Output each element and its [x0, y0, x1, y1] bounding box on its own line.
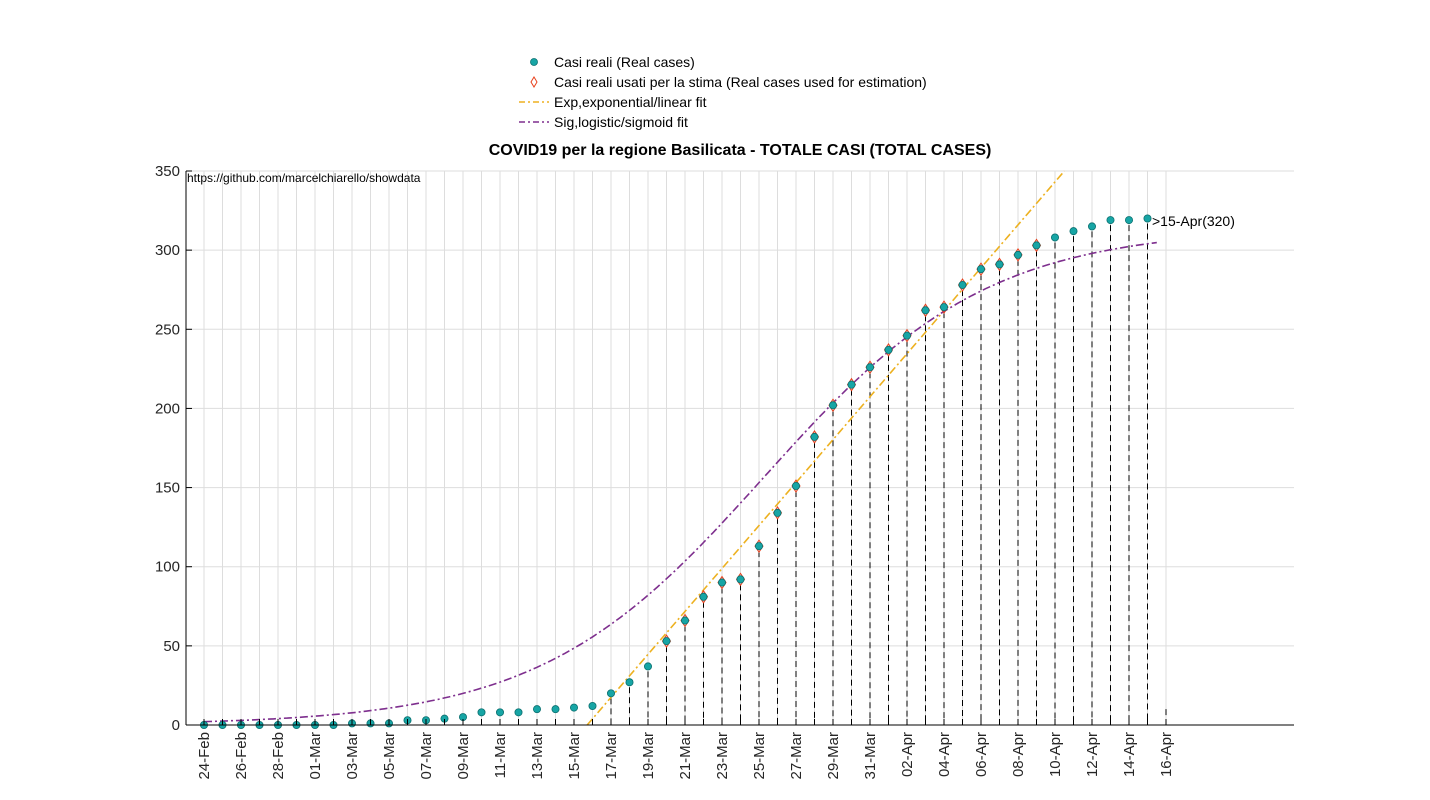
real-case-point [551, 705, 560, 714]
orange-dashdot-line-icon [519, 101, 549, 103]
x-tick-label: 14-Apr [1121, 732, 1138, 777]
real-case-point [533, 705, 542, 714]
x-tick-label: 17-Mar [603, 732, 620, 780]
x-tick-label: 06-Apr [973, 732, 990, 777]
real-case-point [773, 508, 782, 517]
real-case-point [847, 380, 856, 389]
real-case-point [1069, 227, 1078, 236]
legend-item-used: Casi reali usati per la stima (Real case… [513, 72, 963, 92]
x-tick-label: 15-Mar [566, 732, 583, 780]
real-case-point [1014, 250, 1023, 259]
chart-title: COVID19 per la regione Basilicata - TOTA… [488, 142, 992, 159]
real-case-point [1051, 233, 1060, 242]
real-case-point [995, 260, 1004, 269]
x-tick-label: 25-Mar [751, 732, 768, 780]
real-case-point [644, 662, 653, 671]
grid-lines [186, 170, 1294, 726]
real-case-point [514, 708, 523, 717]
x-tick-label: 21-Mar [677, 732, 694, 780]
x-tick-label: 31-Mar [862, 732, 879, 780]
data-points [199, 214, 1152, 730]
y-tick-label: 50 [163, 638, 180, 655]
x-tick-label: 29-Mar [825, 732, 842, 780]
x-tick-label: 01-Mar [307, 732, 324, 780]
x-tick-label: 08-Apr [1010, 732, 1027, 777]
real-case-point [810, 432, 819, 441]
legend-item-real: Casi reali (Real cases) [513, 52, 963, 72]
real-case-point [718, 578, 727, 587]
teal-dot-icon [530, 58, 538, 66]
real-case-point [792, 481, 801, 490]
real-case-point [1106, 216, 1115, 225]
purple-dashdot-line-icon [519, 121, 549, 123]
x-tick-label: 27-Mar [788, 732, 805, 780]
real-case-point [903, 331, 912, 340]
y-tick-label: 150 [155, 480, 180, 497]
legend-item-sig: Sig,logistic/sigmoid fit [513, 112, 963, 132]
real-case-point [866, 363, 875, 372]
x-tick-label: 02-Apr [899, 732, 916, 777]
x-tick-label: 07-Mar [418, 732, 435, 780]
x-tick-label: 19-Mar [640, 732, 657, 780]
real-case-point [681, 616, 690, 625]
fit-lines [203, 170, 1157, 726]
x-tick-label: 24-Feb [196, 732, 213, 780]
real-case-point [662, 637, 671, 646]
legend-label-exp: Exp,exponential/linear fit [554, 94, 707, 110]
legend-label-sig: Sig,logistic/sigmoid fit [554, 114, 688, 130]
real-case-point [1032, 241, 1041, 250]
sig-fit-line [203, 241, 1157, 723]
y-tick-label: 300 [155, 242, 180, 259]
real-case-point [921, 306, 930, 315]
real-case-point [625, 678, 634, 687]
y-tick-label: 100 [155, 559, 180, 576]
x-tick-label: 28-Feb [270, 732, 287, 780]
x-tick-label: 23-Mar [714, 732, 731, 780]
x-tick-label: 12-Apr [1084, 732, 1101, 777]
real-case-point [755, 542, 764, 551]
x-tick-label: 09-Mar [455, 732, 472, 780]
real-case-point [495, 708, 504, 717]
real-case-point [958, 280, 967, 289]
x-tick-label: 26-Feb [233, 732, 250, 780]
real-case-point [977, 265, 986, 274]
real-case-point [570, 703, 579, 712]
y-tick-label: 200 [155, 400, 180, 417]
x-tick-label: 05-Mar [381, 732, 398, 780]
x-tick-label: 03-Mar [344, 732, 361, 780]
real-case-point [940, 303, 949, 312]
y-tick-label: 350 [155, 163, 180, 180]
real-case-point [1125, 216, 1134, 225]
legend-item-exp: Exp,exponential/linear fit [513, 92, 963, 112]
day-dashed-markers [610, 223, 1167, 725]
red-diamond-icon [530, 76, 538, 88]
y-tick-label: 250 [155, 321, 180, 338]
chart-legend: Casi reali (Real cases) Casi reali usati… [513, 52, 963, 134]
axes: 0 50 100 150 200 250 300 350 24-Feb 26-Feb 28-Feb 0… [155, 163, 1294, 780]
x-tick-label: 16-Apr [1158, 732, 1175, 777]
real-case-point [736, 575, 745, 584]
real-case-point [588, 702, 597, 711]
x-tick-label: 13-Mar [529, 732, 546, 780]
y-tick-label: 0 [172, 717, 180, 734]
legend-label-real: Casi reali (Real cases) [554, 54, 695, 70]
real-case-point [1143, 214, 1152, 223]
source-url-text: https://github.com/marcelchiarello/showd… [187, 171, 421, 185]
real-case-point [884, 345, 893, 354]
real-case-point [1088, 222, 1097, 231]
real-case-point [607, 689, 616, 698]
x-tick-label: 11-Mar [492, 732, 509, 778]
legend-label-used: Casi reali usati per la stima (Real case… [554, 74, 927, 90]
real-case-point [477, 708, 486, 717]
real-case-point [699, 592, 708, 601]
last-value-annotation: >15-Apr(320) [1152, 213, 1235, 229]
x-tick-label: 04-Apr [936, 732, 953, 777]
x-tick-label: 10-Apr [1047, 732, 1064, 777]
exp-fit-line [586, 170, 1066, 726]
real-case-point [829, 401, 838, 410]
